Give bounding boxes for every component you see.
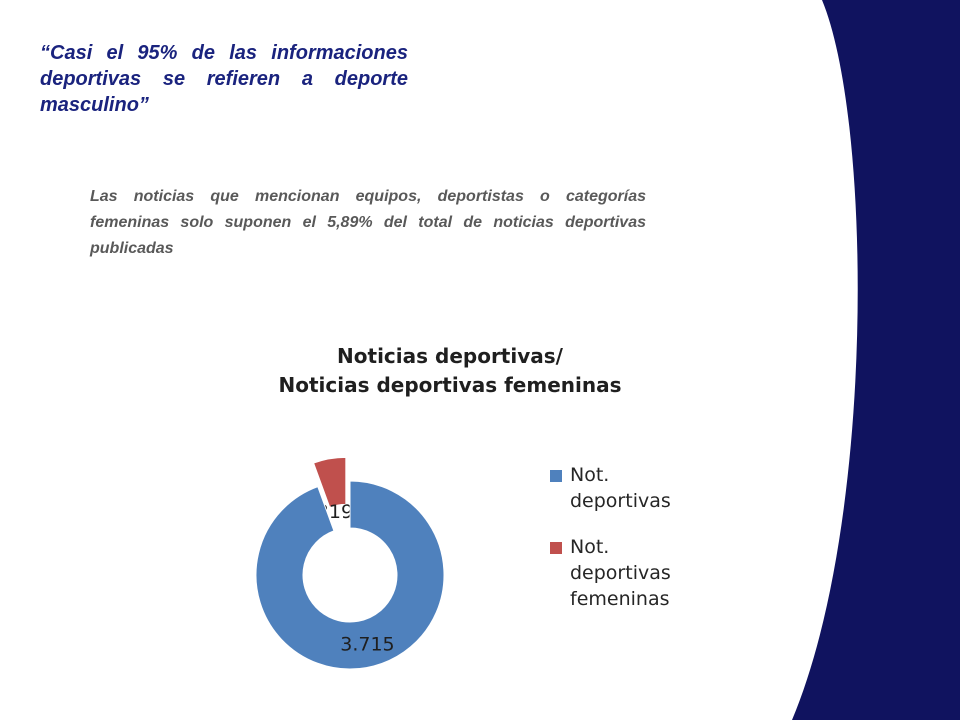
slide-subtitle: Las noticias que mencionan equipos, depo…	[90, 188, 646, 257]
legend-label-deportivas: Not. deportivas	[570, 464, 671, 512]
data-label-deportivas: 3.715	[340, 633, 394, 655]
chart-title: Noticias deportivas/ Noticias deportivas…	[240, 342, 660, 400]
legend-swatch-femeninas	[550, 542, 562, 554]
chart-legend: Not. deportivas Not. deportivas femenina…	[550, 462, 700, 632]
legend-swatch-deportivas	[550, 470, 562, 482]
legend-label-femeninas: Not. deportivas femeninas	[570, 536, 671, 610]
chart-title-line-1: Noticias deportivas/	[337, 344, 563, 368]
chart-title-line-2: Noticias deportivas femeninas	[278, 373, 622, 397]
legend-item-femeninas: Not. deportivas femeninas	[550, 534, 700, 612]
slide-title: “Casi el 95% de las informaciones deport…	[40, 42, 408, 116]
legend-item-deportivas: Not. deportivas	[550, 462, 700, 514]
navy-side-band	[792, 0, 960, 720]
slice-deportivas	[255, 480, 445, 670]
slice-femeninas	[312, 456, 347, 508]
